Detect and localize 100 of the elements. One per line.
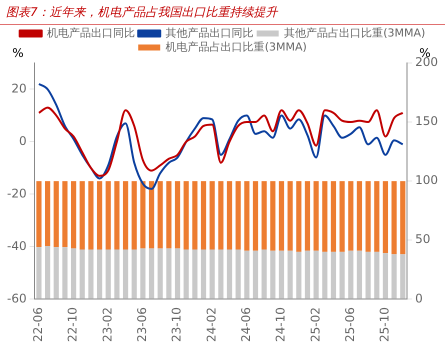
bar xyxy=(174,248,180,299)
bar xyxy=(270,250,276,299)
bar xyxy=(158,248,163,299)
bar xyxy=(88,250,94,299)
bar xyxy=(166,181,172,248)
bar xyxy=(296,252,302,299)
y-tick-label: 0 xyxy=(18,134,27,148)
bar xyxy=(192,181,198,250)
x-tick-label: 24-10 xyxy=(274,307,288,342)
bar xyxy=(262,181,267,250)
bar xyxy=(148,181,154,248)
y2-tick-label: 150 xyxy=(415,114,438,128)
bar xyxy=(70,181,76,248)
bar xyxy=(36,247,42,299)
bar xyxy=(114,250,120,299)
bar xyxy=(400,181,406,254)
bar xyxy=(356,250,362,299)
bar xyxy=(200,250,206,299)
y-tick-label: -20 xyxy=(6,186,27,200)
bar xyxy=(96,181,102,250)
bar xyxy=(148,248,154,299)
x-tick-label: 23-02 xyxy=(100,307,114,342)
x-tick-label: 24-06 xyxy=(238,307,253,342)
bar xyxy=(288,250,293,299)
bar xyxy=(132,250,137,299)
y-tick-label: 20 xyxy=(11,81,27,96)
bar xyxy=(44,181,50,246)
bar xyxy=(218,250,224,299)
bar xyxy=(374,252,380,299)
bar xyxy=(106,250,111,299)
bar xyxy=(322,252,328,299)
bar xyxy=(400,254,406,299)
bar xyxy=(304,250,310,299)
bar xyxy=(96,250,102,299)
bar xyxy=(382,253,388,299)
bar xyxy=(226,181,232,250)
x-tick-label: 24-02 xyxy=(204,307,218,342)
line-series xyxy=(38,106,404,177)
bar xyxy=(314,250,319,299)
bar xyxy=(322,181,328,252)
bar xyxy=(330,252,336,299)
bar xyxy=(106,181,111,250)
bar xyxy=(278,181,284,251)
bar xyxy=(132,181,137,250)
bar xyxy=(62,181,68,248)
bar xyxy=(348,250,354,299)
bar xyxy=(262,250,267,299)
bar xyxy=(244,181,250,251)
bar xyxy=(210,250,215,299)
x-tick-label: 23-06 xyxy=(135,307,150,342)
bar xyxy=(236,250,241,299)
x-tick-label: 25-10 xyxy=(378,307,392,342)
legend-label: 其他产品占出口比重(3MMA) xyxy=(284,26,426,40)
bar xyxy=(366,252,371,299)
bar xyxy=(348,181,354,251)
legend-label: 机电产品出口同比 xyxy=(47,26,136,40)
bar xyxy=(226,250,232,299)
bar xyxy=(340,181,345,252)
bar xyxy=(200,181,206,250)
bar xyxy=(140,248,146,299)
bar xyxy=(80,181,85,250)
bar xyxy=(252,250,258,299)
bar xyxy=(278,250,284,299)
bar xyxy=(382,181,388,254)
bar xyxy=(304,181,310,251)
bar xyxy=(166,248,172,299)
chart-title: 图表7：近年来，机电产品占我国出口比重持续提升 xyxy=(0,0,445,25)
line-series xyxy=(38,82,404,190)
bar xyxy=(374,181,380,252)
y2-tick-label: 50 xyxy=(415,232,430,246)
bar xyxy=(70,248,76,299)
bar xyxy=(296,181,302,252)
bar xyxy=(54,181,59,248)
bar xyxy=(210,181,215,250)
bar xyxy=(356,181,362,251)
bar xyxy=(252,181,258,251)
bar xyxy=(44,246,50,299)
y-axis-title: % xyxy=(12,46,24,60)
y-tick-label: -60 xyxy=(6,291,27,306)
bar xyxy=(36,181,42,248)
bar xyxy=(184,250,189,299)
bar xyxy=(270,181,276,251)
bar xyxy=(184,181,189,250)
legend-label: 其他产品出口同比 xyxy=(166,26,254,40)
legend-label: 机电产品占出口比重(3MMA) xyxy=(166,40,307,54)
x-tick-label: 22-06 xyxy=(31,307,46,342)
bar xyxy=(192,250,198,299)
bar xyxy=(122,181,128,250)
bar xyxy=(314,181,319,251)
bar xyxy=(80,250,85,299)
bar xyxy=(244,250,250,299)
bar xyxy=(54,247,59,299)
x-tick-label: 25-02 xyxy=(308,307,322,342)
x-tick-label: 23-10 xyxy=(170,307,184,342)
bar xyxy=(62,247,68,299)
bar xyxy=(158,181,163,248)
bar xyxy=(218,181,224,250)
bar xyxy=(236,181,241,250)
bar xyxy=(340,252,345,299)
bar xyxy=(288,181,293,251)
